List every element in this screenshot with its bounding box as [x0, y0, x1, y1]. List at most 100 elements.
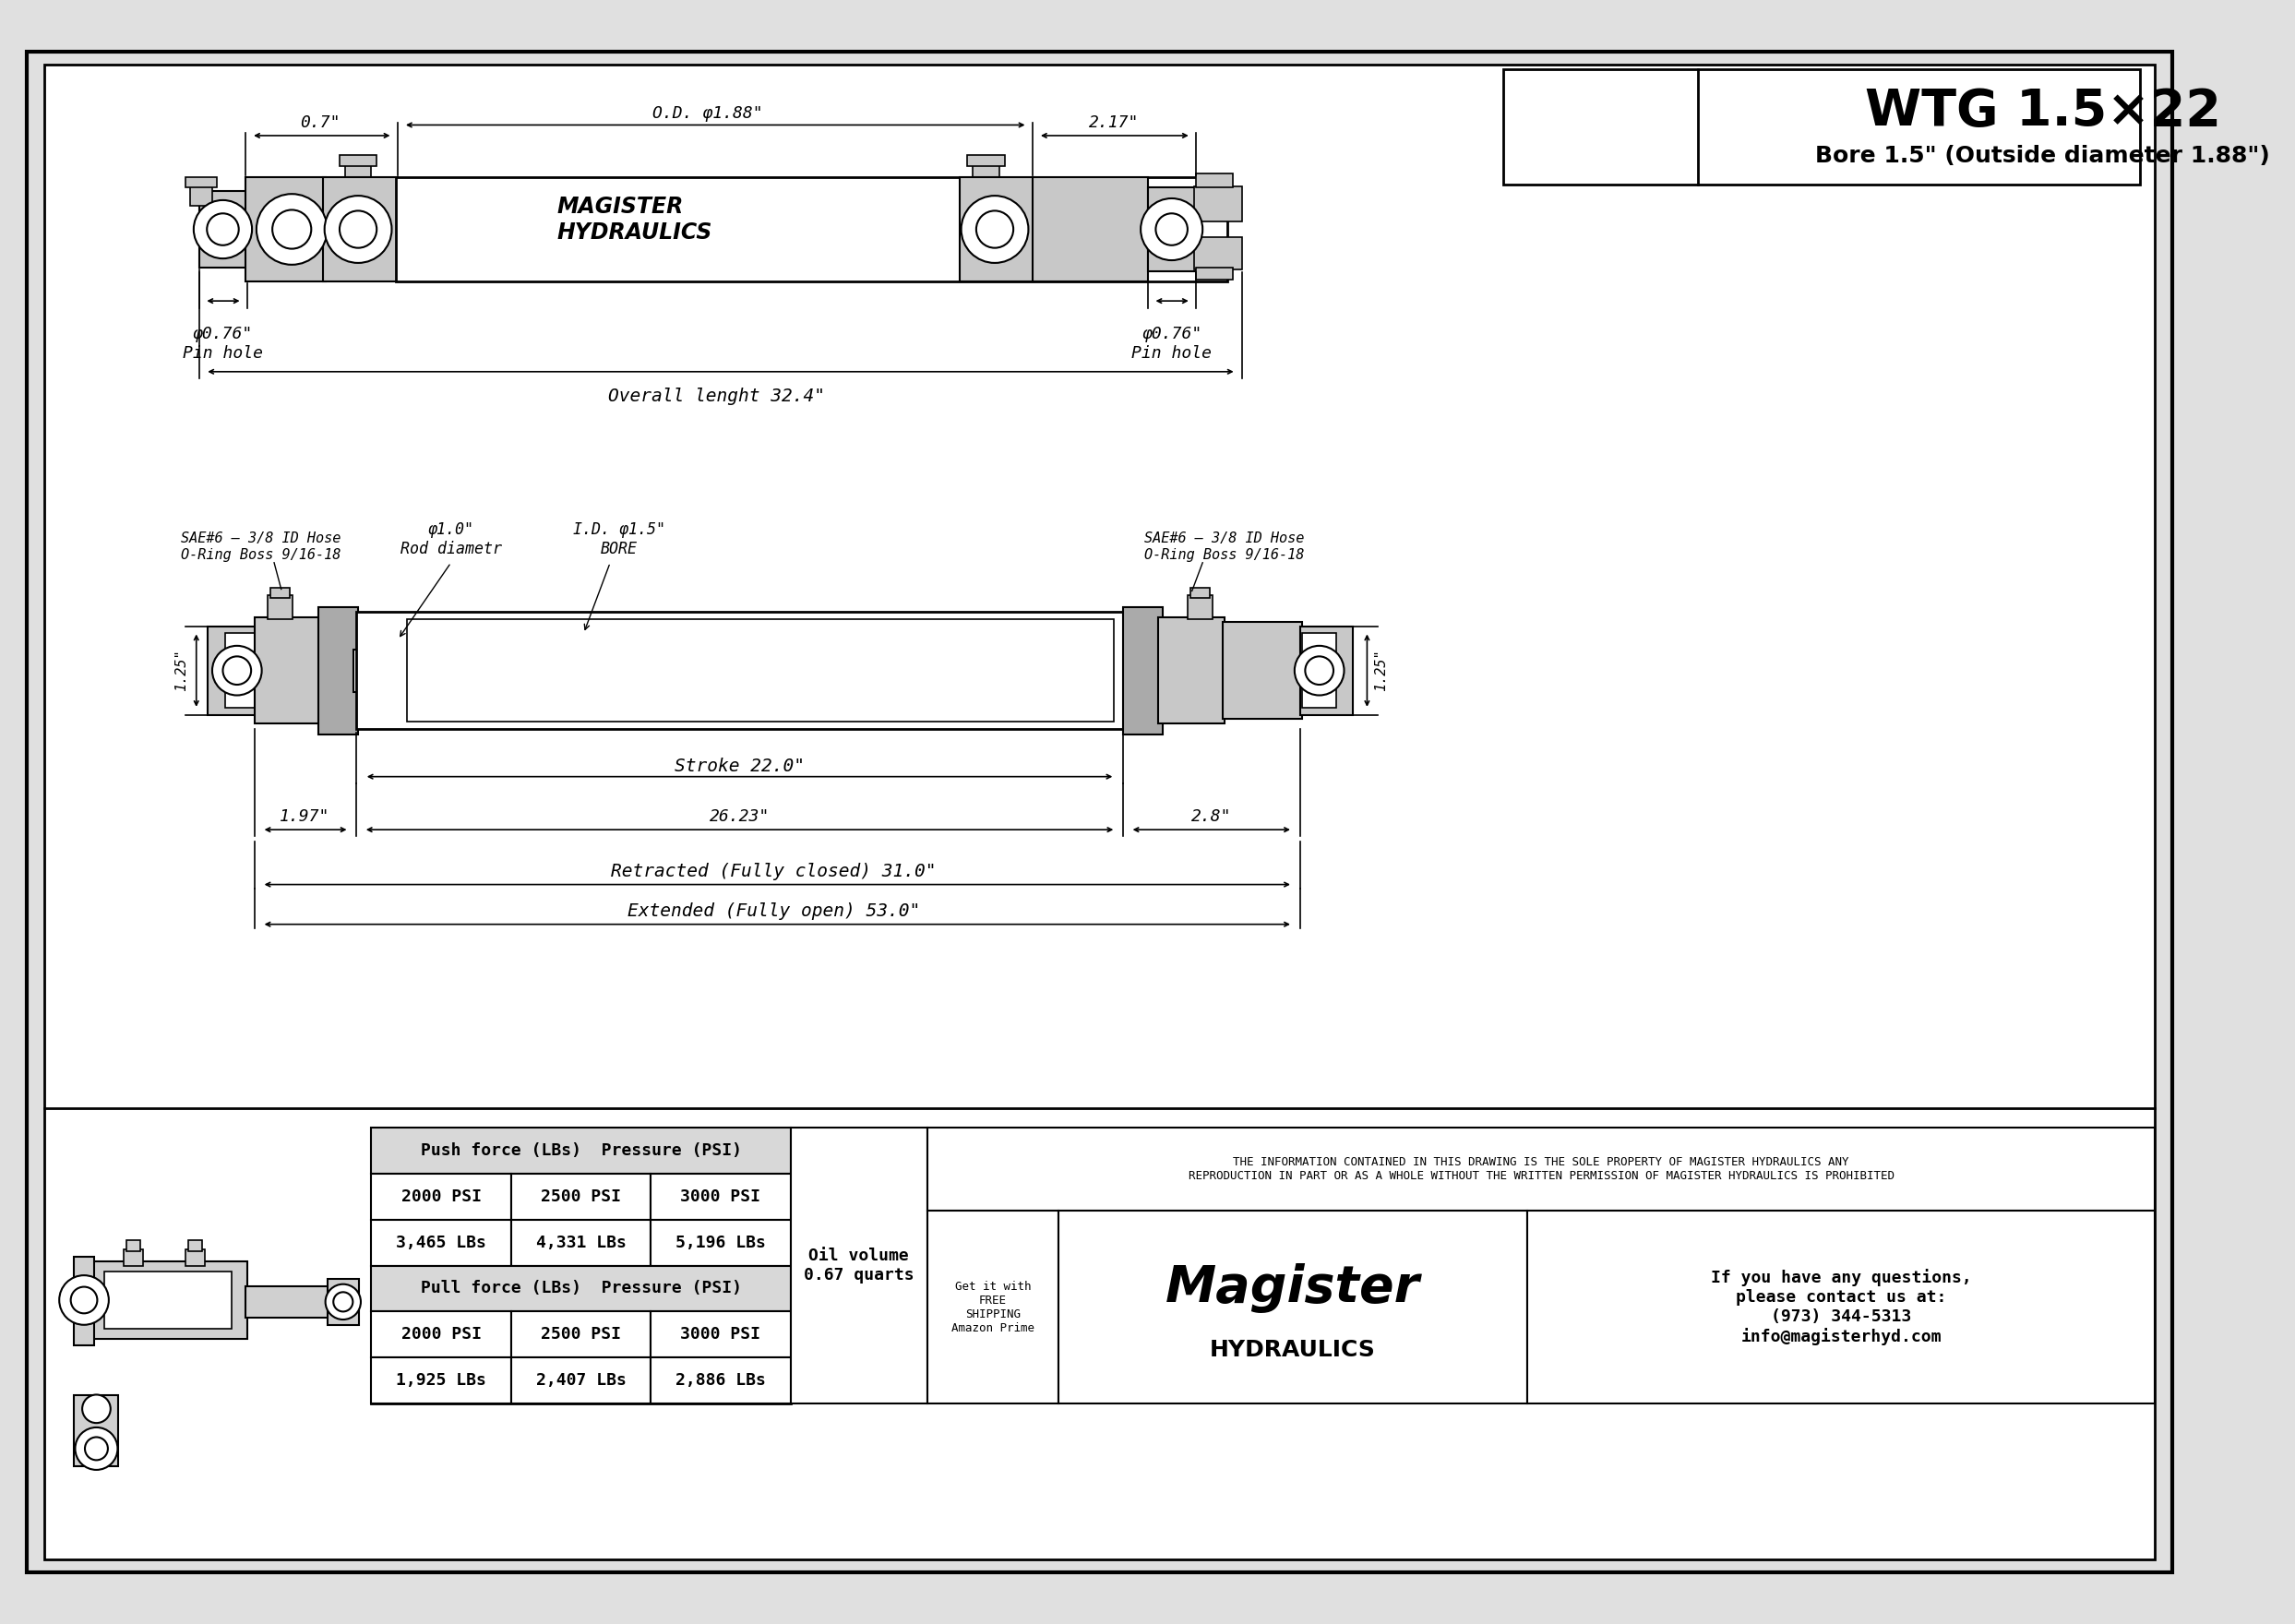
Circle shape: [83, 1395, 110, 1423]
Circle shape: [1157, 213, 1187, 245]
Bar: [512, 1174, 652, 1220]
Bar: [353, 650, 1122, 692]
Bar: [1193, 237, 1242, 270]
Bar: [652, 1220, 789, 1265]
Text: I.D. φ1.5"
BORE: I.D. φ1.5" BORE: [574, 521, 666, 557]
Bar: [372, 1312, 512, 1358]
Circle shape: [257, 193, 328, 265]
Text: WTG 1.5×22: WTG 1.5×22: [1864, 86, 2222, 136]
Text: Overall lenght 32.4": Overall lenght 32.4": [608, 388, 824, 404]
Text: 1,925 LBs: 1,925 LBs: [397, 1372, 487, 1389]
Text: Magister: Magister: [1166, 1263, 1421, 1312]
Bar: [789, 1127, 927, 1403]
Bar: [73, 1257, 94, 1345]
Bar: [328, 1278, 358, 1325]
Bar: [927, 1212, 1058, 1403]
Bar: [1193, 187, 1242, 221]
Bar: [225, 633, 259, 708]
Bar: [319, 607, 358, 734]
Bar: [1304, 633, 1336, 708]
Circle shape: [85, 1437, 108, 1460]
Text: 1.25": 1.25": [1375, 650, 1388, 692]
Circle shape: [76, 1427, 117, 1470]
Text: 1.25": 1.25": [174, 650, 188, 692]
Text: 2.8": 2.8": [1191, 809, 1232, 825]
Text: 2500 PSI: 2500 PSI: [542, 1327, 622, 1343]
Text: Push force (LBs)  Pressure (PSI): Push force (LBs) Pressure (PSI): [420, 1142, 741, 1160]
Bar: [324, 177, 397, 281]
Bar: [246, 1286, 330, 1317]
Circle shape: [1141, 198, 1203, 260]
Circle shape: [273, 209, 312, 248]
Text: 5,196 LBs: 5,196 LBs: [675, 1234, 767, 1250]
Bar: [103, 1272, 232, 1328]
Bar: [344, 164, 372, 180]
Text: Pull force (LBs)  Pressure (PSI): Pull force (LBs) Pressure (PSI): [420, 1280, 741, 1298]
Text: φ1.0"
Rod diametr: φ1.0" Rod diametr: [399, 521, 503, 557]
Text: Extended (Fully open) 53.0": Extended (Fully open) 53.0": [627, 903, 920, 919]
Bar: [340, 154, 376, 167]
Text: SAE#6 – 3/8 ID Hose
O-Ring Boss 9/16-18: SAE#6 – 3/8 ID Hose O-Ring Boss 9/16-18: [1145, 531, 1304, 562]
Bar: [1122, 607, 1164, 734]
Bar: [512, 1312, 652, 1358]
Bar: [1187, 596, 1212, 619]
Bar: [372, 1265, 789, 1312]
Circle shape: [60, 1275, 108, 1325]
Text: φ0.76"
Pin hole: φ0.76" Pin hole: [184, 326, 264, 362]
Bar: [1196, 174, 1232, 188]
Bar: [406, 619, 1113, 721]
Text: φ0.76"
Pin hole: φ0.76" Pin hole: [1131, 326, 1212, 362]
Text: O.D. φ1.88": O.D. φ1.88": [652, 106, 762, 122]
Text: 2500 PSI: 2500 PSI: [542, 1189, 622, 1205]
Text: THE INFORMATION CONTAINED IN THIS DRAWING IS THE SOLE PROPERTY OF MAGISTER HYDRA: THE INFORMATION CONTAINED IN THIS DRAWIN…: [1189, 1156, 1893, 1182]
Bar: [1503, 70, 2139, 184]
Text: 3000 PSI: 3000 PSI: [682, 1189, 762, 1205]
Bar: [652, 1358, 789, 1403]
Bar: [186, 1250, 204, 1265]
Circle shape: [340, 211, 376, 248]
Bar: [959, 177, 1035, 281]
Bar: [90, 1262, 248, 1338]
Bar: [1058, 1212, 1526, 1403]
Text: 2000 PSI: 2000 PSI: [402, 1327, 482, 1343]
Bar: [968, 154, 1005, 167]
Circle shape: [1294, 646, 1345, 695]
Bar: [372, 1358, 512, 1403]
Bar: [209, 627, 257, 715]
Bar: [372, 1174, 512, 1220]
Text: 3,465 LBs: 3,465 LBs: [397, 1234, 487, 1250]
Bar: [255, 617, 321, 724]
Text: SAE#6 – 3/8 ID Hose
O-Ring Boss 9/16-18: SAE#6 – 3/8 ID Hose O-Ring Boss 9/16-18: [181, 531, 342, 562]
Text: 3000 PSI: 3000 PSI: [682, 1327, 762, 1343]
Bar: [124, 1250, 142, 1265]
Bar: [1191, 588, 1209, 598]
Circle shape: [962, 197, 1028, 263]
Bar: [269, 596, 294, 619]
Bar: [186, 177, 216, 188]
Circle shape: [324, 197, 392, 263]
Text: If you have any questions,
please contact us at:
(973) 344-5313
info@magisterhyd: If you have any questions, please contac…: [1710, 1268, 1971, 1345]
Bar: [652, 1174, 789, 1220]
Bar: [1148, 188, 1196, 271]
Text: 4,331 LBs: 4,331 LBs: [535, 1234, 627, 1250]
Text: MAGISTER
HYDRAULICS: MAGISTER HYDRAULICS: [558, 197, 711, 244]
Text: Retracted (Fully closed) 31.0": Retracted (Fully closed) 31.0": [610, 862, 936, 880]
Bar: [356, 612, 1125, 729]
Bar: [126, 1241, 140, 1252]
Circle shape: [223, 656, 250, 685]
Bar: [512, 1220, 652, 1265]
Circle shape: [333, 1293, 353, 1312]
Text: Oil volume
0.67 quarts: Oil volume 0.67 quarts: [803, 1247, 913, 1283]
Text: 2.17": 2.17": [1090, 114, 1138, 130]
Bar: [927, 1127, 2155, 1212]
Bar: [1196, 268, 1232, 279]
Text: HYDRAULICS: HYDRAULICS: [1209, 1338, 1375, 1361]
Bar: [190, 182, 211, 206]
Circle shape: [1306, 656, 1333, 685]
Text: 26.23": 26.23": [709, 809, 769, 825]
Text: 0.7": 0.7": [301, 114, 340, 130]
Text: Bore 1.5" (Outside diameter 1.88"): Bore 1.5" (Outside diameter 1.88"): [1815, 145, 2270, 167]
Circle shape: [326, 1285, 360, 1320]
Circle shape: [207, 213, 239, 245]
Bar: [246, 177, 326, 281]
